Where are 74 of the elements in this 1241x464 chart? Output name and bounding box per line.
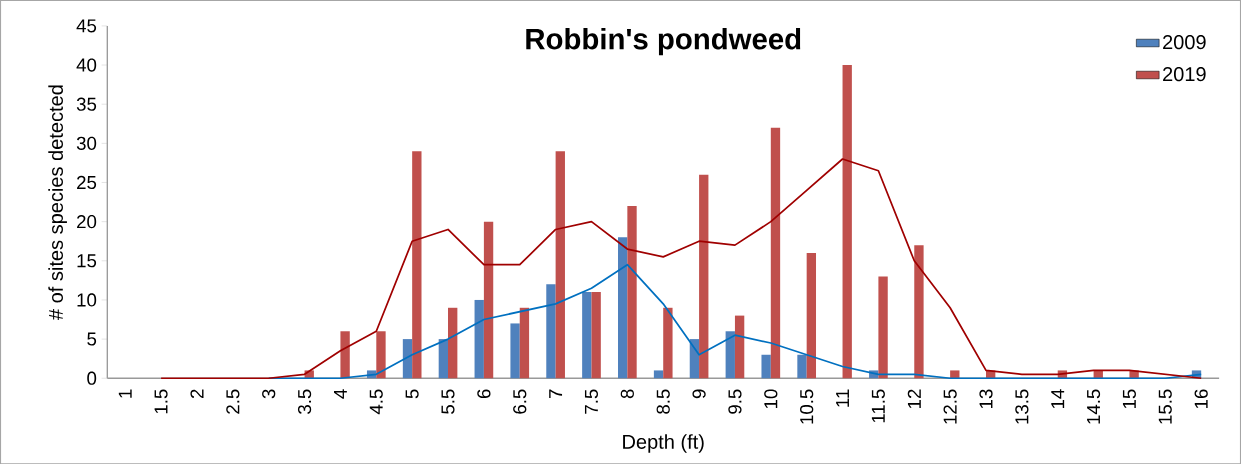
x-axis-title: Depth (ft) (623, 434, 704, 453)
bar (725, 331, 735, 379)
x-tick-label: 9 (692, 389, 706, 399)
y-tick-label: 5 (87, 332, 97, 346)
x-tick-label: 1 (118, 389, 132, 398)
y-tick-label: 30 (76, 136, 97, 150)
x-tick-label: 5 (405, 389, 419, 399)
bar (770, 127, 781, 379)
x-tick-label: 12 (907, 389, 921, 408)
bar (376, 331, 386, 379)
bar (510, 323, 520, 379)
x-tick-label: 6.5 (513, 389, 527, 414)
x-tick-label: 8.5 (656, 389, 670, 414)
bar (618, 237, 628, 379)
y-tick-label: 20 (77, 214, 97, 229)
x-tick-label: 7 (549, 389, 563, 398)
legend-label: 2019 (1163, 66, 1206, 82)
x-tick-label: 10.5 (800, 389, 814, 424)
x-tick-label: 2 (190, 389, 204, 399)
x-tick-label: 2.5 (226, 389, 240, 414)
bar (448, 307, 458, 379)
y-tick-label: 0 (87, 371, 97, 385)
x-tick-label: 4.5 (369, 389, 383, 415)
x-tick-label: 11 (836, 389, 849, 407)
x-tick-label: 5.5 (441, 389, 455, 414)
bar (402, 339, 413, 379)
bar (699, 174, 709, 379)
bar (591, 292, 601, 379)
x-tick-label: 3.5 (297, 389, 312, 414)
x-tick-label: 10 (764, 389, 778, 408)
x-tick-label: 8 (620, 389, 634, 399)
y-tick-label: 40 (76, 58, 97, 72)
x-tick-label: 15.5 (1158, 389, 1172, 424)
x-tick-label: 3 (262, 389, 276, 399)
bar (761, 354, 771, 379)
bar (412, 151, 422, 379)
bar (438, 339, 449, 379)
bar (627, 205, 637, 379)
bar (483, 221, 494, 379)
y-tick-label: 15 (77, 254, 97, 268)
y-tick-label: 45 (76, 19, 97, 33)
bar (546, 284, 556, 379)
x-tick-label: 15 (1122, 389, 1136, 408)
bar (842, 64, 852, 379)
x-tick-label: 7.5 (584, 389, 599, 414)
x-tick-label: 12.5 (943, 389, 957, 424)
y-tick-label: 35 (76, 97, 97, 111)
x-tick-label: 13.5 (1015, 389, 1029, 424)
legend-label: 2009 (1163, 34, 1206, 50)
bar (663, 307, 673, 379)
x-tick-label: 16 (1194, 389, 1208, 408)
bar (519, 307, 530, 379)
bar (340, 331, 350, 379)
x-tick-label: 11.5 (871, 389, 885, 423)
y-tick-label: 10 (77, 293, 97, 307)
x-tick-label: 1.5 (154, 389, 168, 414)
x-tick-label: 6 (477, 389, 491, 399)
bar (653, 370, 664, 379)
x-tick-label: 4 (334, 389, 347, 399)
bar (878, 276, 888, 379)
bar (914, 245, 924, 379)
y-tick-label: 25 (77, 175, 97, 190)
bar (582, 292, 592, 379)
x-tick-label: 14.5 (1087, 389, 1101, 424)
x-tick-label: 14 (1051, 389, 1065, 408)
bar (806, 252, 817, 379)
bar (734, 315, 745, 379)
bar (474, 299, 484, 379)
bar (797, 354, 807, 379)
y-axis-title: # of sites species detected (48, 85, 67, 320)
x-tick-label: 13 (979, 389, 993, 408)
bar (555, 151, 565, 379)
chart-title: Robbin's pondweed (526, 27, 801, 56)
x-tick-label: 9.5 (728, 389, 742, 414)
